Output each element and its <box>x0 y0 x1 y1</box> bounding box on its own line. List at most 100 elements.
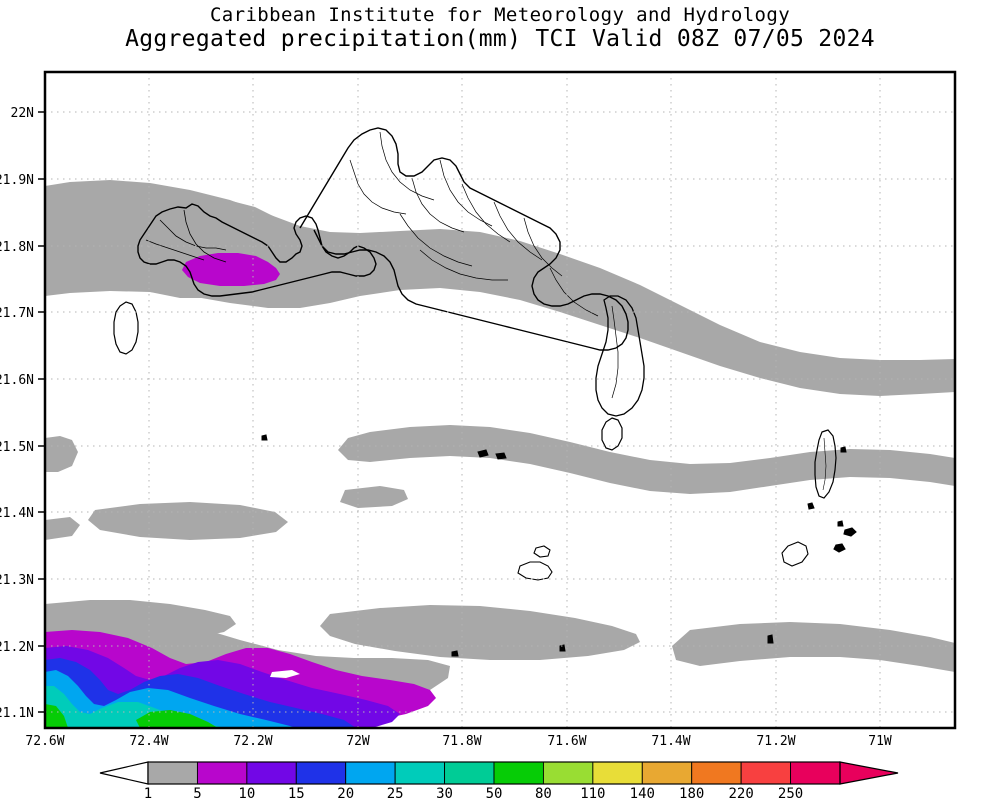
colorbar-label-50: 50 <box>486 786 503 800</box>
x-tick-label-3: 72W <box>346 734 370 749</box>
y-axis-labels: 22N 21.9N 21.8N 21.7N 21.6N 21.5N 21.4N … <box>0 106 34 721</box>
colorbar-cell-5[interactable] <box>196 761 248 785</box>
admin-line-caicos-8 <box>419 249 508 281</box>
colorbar-cell-1[interactable] <box>147 761 198 785</box>
x-tick-label-7: 71.2W <box>756 734 795 749</box>
colorbar-cell-220[interactable] <box>740 761 792 785</box>
y-axis-ticks <box>38 111 45 713</box>
coastline-north-middle-caicos <box>299 127 629 351</box>
coastline-dot-4 <box>807 502 815 510</box>
y-tick-label-9: 21.1N <box>0 706 34 721</box>
y-tick-label-2: 21.8N <box>0 240 34 255</box>
colorbar-cell-50[interactable] <box>493 761 544 785</box>
page-title: Aggregated precipitation(mm) TCI Valid 0… <box>125 26 875 52</box>
contour-providenciales-5mm <box>182 253 280 286</box>
y-tick-label-8: 21.2N <box>0 640 34 655</box>
colorbar-label-250: 250 <box>778 786 803 800</box>
y-tick-label-5: 21.5N <box>0 440 34 455</box>
admin-line-prov-3 <box>145 239 205 261</box>
colorbar-cells[interactable] <box>147 761 841 785</box>
colorbar-label-10: 10 <box>238 786 255 800</box>
colorbar-cell-30[interactable] <box>444 761 495 785</box>
x-tick-label-4: 71.8W <box>442 734 481 749</box>
x-tick-label-1: 72.4W <box>129 734 168 749</box>
coastline-cay-a <box>517 561 553 581</box>
coastline-dot-3 <box>837 520 844 527</box>
colorbar-label-80: 80 <box>535 786 552 800</box>
x-tick-label-2: 72.2W <box>233 734 272 749</box>
y-tick-label-4: 21.6N <box>0 373 34 388</box>
admin-line-caicos-2 <box>379 131 435 201</box>
contour-blob-left2-1mm <box>45 517 80 540</box>
coastline-dot-10 <box>495 452 507 460</box>
colorbar-label-110: 110 <box>580 786 605 800</box>
contour-hole-white-b <box>270 670 300 678</box>
colorbar-cell-110[interactable] <box>592 761 643 785</box>
colorbar-under-arrow[interactable] <box>99 761 149 785</box>
x-tick-label-6: 71.4W <box>651 734 690 749</box>
colorbar-cell-250[interactable] <box>790 761 841 785</box>
admin-line-prov-2 <box>183 209 227 263</box>
coastline-grand-turk <box>814 429 837 499</box>
admin-line-caicos-6 <box>493 201 543 261</box>
colorbar-cell-140[interactable] <box>641 761 693 785</box>
contour-band-south3-1mm <box>672 622 955 672</box>
colorbar-cell-15[interactable] <box>295 761 347 785</box>
colorbar-label-30: 30 <box>436 786 453 800</box>
colorbar-label-5: 5 <box>193 786 201 800</box>
coastline-south-caicos <box>595 295 645 417</box>
coastline-dot-9 <box>477 449 489 458</box>
colorbar-over-arrow[interactable] <box>839 761 899 785</box>
colorbar-cell-20[interactable] <box>345 761 396 785</box>
y-tick-label-7: 21.3N <box>0 573 34 588</box>
x-tick-label-0: 72.6W <box>25 734 64 749</box>
coastlines-group <box>113 127 857 657</box>
coastline-cay-b <box>533 545 551 558</box>
grid-lines <box>45 72 955 728</box>
colorbar-label-220: 220 <box>728 786 753 800</box>
colorbar-label-25: 25 <box>387 786 404 800</box>
admin-line-caicos-10 <box>549 267 599 317</box>
colorbar-tick-labels: 1 5 10 15 20 25 30 50 80 110 140 180 220 250 <box>144 786 803 800</box>
colorbar-cell-10[interactable] <box>246 761 297 785</box>
admin-line-caicos-1 <box>349 159 407 215</box>
admin-line-grand-turk <box>822 437 827 491</box>
colorbar-label-20: 20 <box>337 786 354 800</box>
colorbar-label-15: 15 <box>288 786 305 800</box>
colorbar-border <box>147 761 841 785</box>
precipitation-contours <box>45 180 955 728</box>
admin-line-caicos-5 <box>461 183 511 243</box>
coastline-dot-6 <box>767 634 774 644</box>
y-tick-label-1: 21.9N <box>0 173 34 188</box>
contour-blob-mid-1mm <box>340 486 408 508</box>
chart-title-block: Caribbean Institute for Meteorology and … <box>0 4 1000 52</box>
x-tick-label-5: 71.6W <box>547 734 586 749</box>
admin-line-prov-1 <box>159 219 227 251</box>
contour-band-mid2-1mm <box>338 425 955 494</box>
coastline-dot-7 <box>451 650 459 657</box>
coastline-dot-5 <box>840 446 847 453</box>
plot-frame <box>43 70 957 730</box>
coastline-dot-2 <box>833 543 846 553</box>
admin-line-caicos-3 <box>411 177 465 233</box>
coastline-west-caicos <box>113 301 139 355</box>
admin-line-caicos-9 <box>523 217 563 277</box>
colorbar-cell-25[interactable] <box>394 761 446 785</box>
contour-sw-30mm-b <box>45 704 68 728</box>
admin-line-south-caicos <box>611 305 619 399</box>
admin-line-caicos-7 <box>399 213 473 267</box>
y-tick-label-6: 21.4N <box>0 506 34 521</box>
colorbar[interactable]: 1 5 10 15 20 25 30 50 80 110 140 180 220 250 <box>99 761 899 800</box>
y-tick-label-0: 22N <box>11 106 34 121</box>
contour-band-mid-1mm <box>45 436 78 472</box>
coastline-salt-cay <box>781 541 809 567</box>
colorbar-cell-80[interactable] <box>542 761 594 785</box>
coastline-south-caicos-tail <box>601 417 623 451</box>
coastline-dot-8 <box>261 434 268 441</box>
admin-line-caicos-4 <box>439 159 493 227</box>
colorbar-cell-180[interactable] <box>691 761 742 785</box>
colorbar-label-1: 1 <box>144 786 152 800</box>
contour-sw-30mm <box>136 710 218 728</box>
